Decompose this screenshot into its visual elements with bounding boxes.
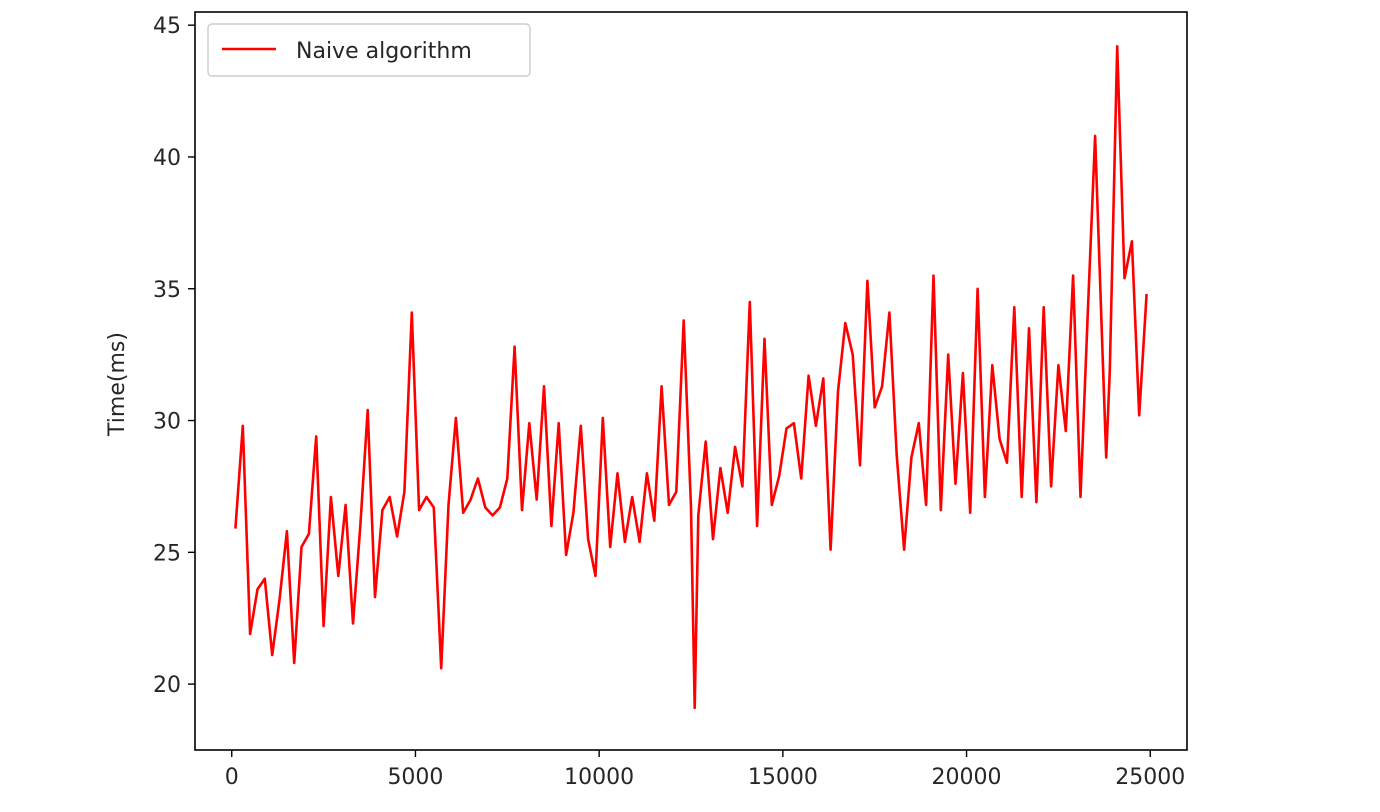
y-tick-label: 20 (153, 673, 181, 698)
y-tick-label: 45 (153, 14, 181, 39)
plot-area (195, 12, 1187, 750)
axes-frame (194, 11, 1188, 751)
y-tick-label: 40 (153, 146, 181, 171)
series-layer (234, 44, 1148, 710)
x-tick-label: 15000 (748, 765, 818, 790)
series-line-0 (234, 44, 1148, 710)
legend-box (207, 23, 531, 77)
x-tick-label: 5000 (387, 765, 443, 790)
y-axis: 20 25 30 35 40 45 (153, 14, 195, 698)
y-tick-label: 35 (153, 278, 181, 303)
x-tick-label: 0 (225, 765, 239, 790)
legend: Naive algorithm (207, 23, 531, 77)
legend-label: Naive algorithm (296, 39, 472, 64)
x-tick-label: 25000 (1115, 765, 1185, 790)
x-axis: 0 5000 10000 15000 20000 25000 (225, 750, 1185, 790)
x-tick-label: 20000 (932, 765, 1002, 790)
x-tick-label: 10000 (564, 765, 634, 790)
y-tick-label: 30 (153, 410, 181, 435)
y-axis-title: Time(ms) (105, 332, 130, 437)
y-tick-label: 25 (153, 541, 181, 566)
